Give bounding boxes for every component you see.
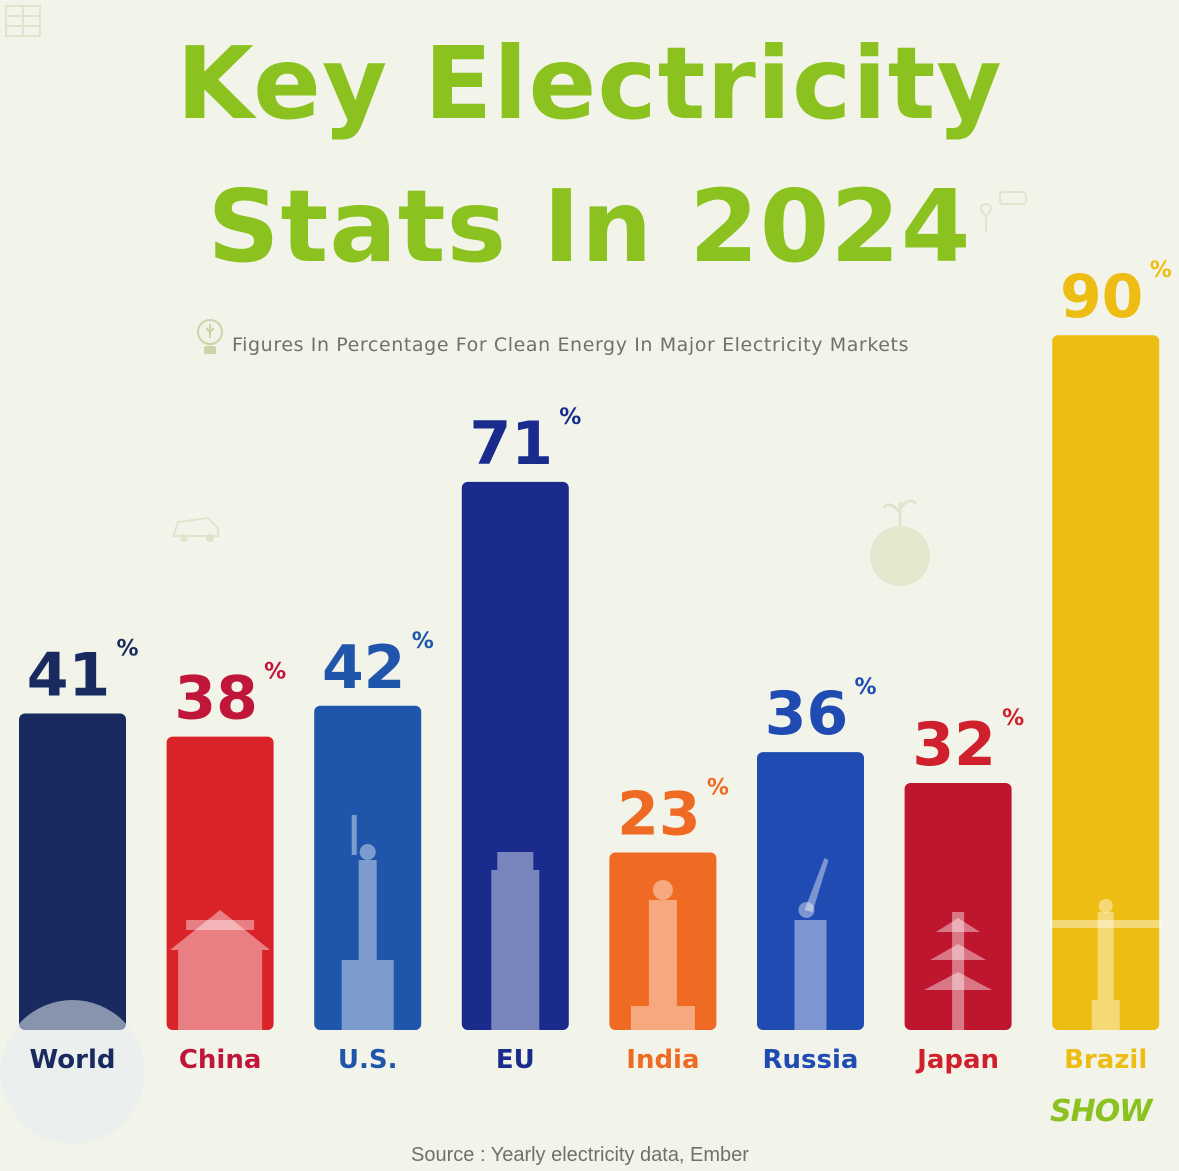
percent-sign: % — [1002, 706, 1024, 731]
statue-of-liberty-icon — [341, 815, 394, 1030]
globe-icon — [0, 1000, 145, 1144]
percent-sign: % — [707, 775, 729, 800]
value-label: 71 — [470, 409, 554, 479]
pagoda-icon — [924, 912, 993, 1030]
percent-sign: % — [412, 629, 434, 654]
battery-plant-icon — [980, 191, 1027, 232]
lightbulb-icon — [197, 319, 223, 354]
chart-title-line1: Key Electricity — [176, 25, 1003, 142]
category-label: India — [626, 1045, 699, 1075]
value-label: 32 — [912, 710, 996, 780]
category-label: U.S. — [338, 1045, 398, 1075]
value-label: 36 — [765, 679, 849, 749]
category-label: China — [179, 1045, 262, 1075]
bar-russia — [757, 752, 864, 1030]
motherland-statue-icon — [794, 858, 829, 1030]
statue-icon — [630, 880, 695, 1030]
percent-sign: % — [117, 636, 139, 661]
christ-redeemer-icon — [1049, 899, 1162, 1030]
show-logo: SHOW — [1050, 1094, 1152, 1129]
value-label: 90 — [1060, 262, 1144, 332]
category-label: Brazil — [1064, 1045, 1147, 1075]
bar-china — [166, 736, 274, 1030]
earth-plant-icon — [870, 499, 930, 586]
percent-sign: % — [855, 675, 877, 700]
value-label: 23 — [617, 779, 701, 849]
chart-subtitle: Figures In Percentage For Clean Energy I… — [232, 334, 910, 356]
bar-japan — [904, 782, 1012, 1030]
category-label: World — [30, 1045, 116, 1075]
percent-sign: % — [559, 405, 581, 430]
category-label: Japan — [915, 1045, 999, 1075]
value-label: 41 — [27, 640, 111, 710]
bar-eu — [461, 481, 569, 1030]
bar-india — [609, 852, 717, 1030]
value-label: 42 — [322, 633, 406, 703]
percent-sign: % — [1150, 258, 1172, 283]
category-label: EU — [496, 1045, 535, 1075]
bar-us — [314, 705, 422, 1030]
temple-icon — [170, 910, 271, 1030]
bar-world — [19, 713, 126, 1030]
bar-brazil — [1052, 335, 1160, 1030]
electric-car-icon — [173, 516, 219, 542]
chart-title-line2: Stats In 2024 — [207, 168, 972, 285]
solar-panel-icon — [5, 5, 41, 37]
value-label: 38 — [174, 664, 258, 734]
category-label: Russia — [763, 1045, 859, 1075]
percent-sign: % — [264, 660, 286, 685]
source-note: Source : Yearly electricity data, Ember — [411, 1144, 749, 1166]
leaning-tower-icon — [491, 852, 540, 1030]
